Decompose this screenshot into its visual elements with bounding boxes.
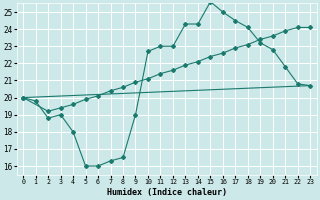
X-axis label: Humidex (Indice chaleur): Humidex (Indice chaleur) <box>107 188 227 197</box>
